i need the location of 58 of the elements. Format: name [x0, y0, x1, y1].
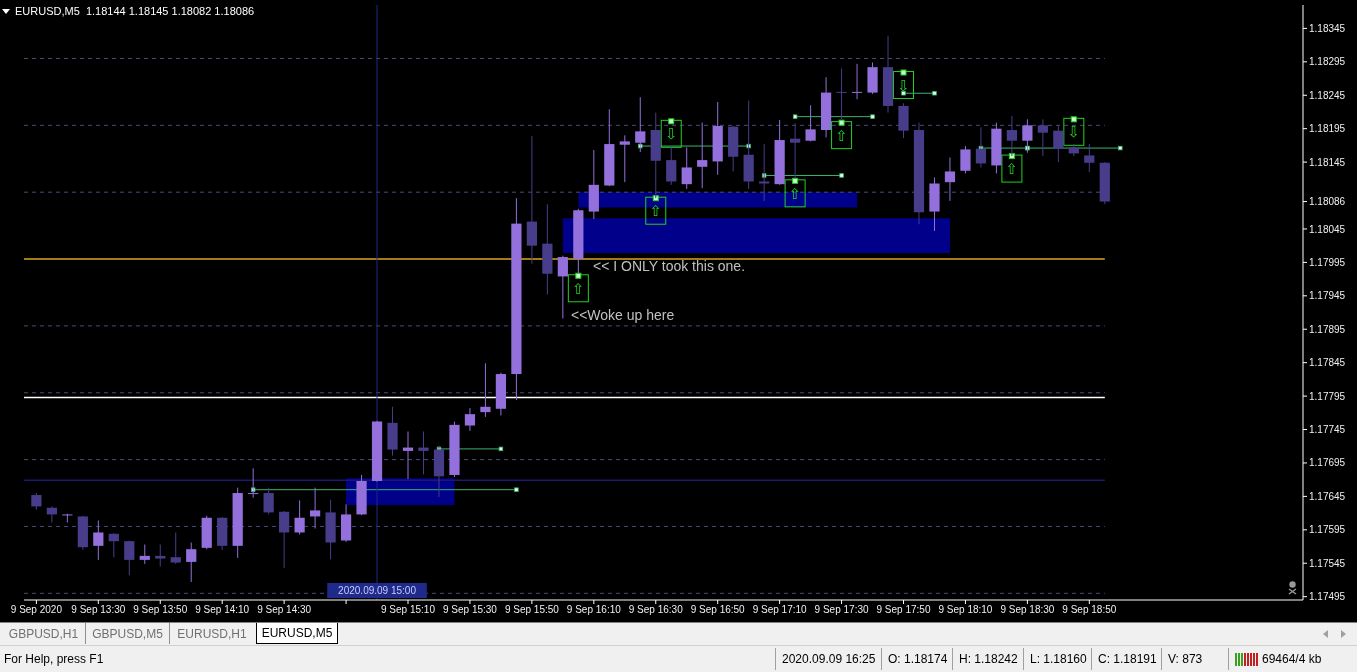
y-tick-label: 1.17945 — [1309, 290, 1346, 302]
y-tick-label: 1.17845 — [1309, 357, 1346, 369]
y-tick-label: 1.17895 — [1309, 323, 1346, 335]
y-tick-label: 1.17795 — [1309, 390, 1346, 402]
text: GBPUSD,H1 — [8, 626, 79, 641]
x-tick-label: 9 Sep 16:50 — [690, 604, 746, 616]
y-tick-label: 1.17745 — [1309, 424, 1346, 436]
x-tick-label: 9 Sep 16:10 — [566, 604, 622, 616]
y-tick-label: 1.18086 — [1309, 196, 1346, 208]
text: 69464/4 kb — [1262, 652, 1322, 666]
y-tick-label: 1.17695 — [1309, 457, 1346, 469]
y-tick-label: 1.17995 — [1309, 256, 1346, 268]
annotation: ⇩ — [897, 76, 910, 95]
x-tick-label: 9 Sep 13:30 — [71, 604, 126, 616]
text: O: 1.18174 — [888, 652, 948, 666]
text: C: 1.18191 — [1098, 652, 1157, 666]
x-tick-label: 9 Sep 18:50 — [1062, 604, 1117, 616]
annotation: ⇧ — [572, 279, 585, 298]
annotation: ⇧ — [1005, 160, 1019, 179]
annotation: << I ONLY took this one. — [593, 258, 746, 275]
y-tick-label: 1.17645 — [1309, 490, 1346, 502]
annotation: ⇩ — [1067, 123, 1081, 142]
x-tick-label: 9 Sep 17:30 — [814, 604, 869, 616]
ref-line-label: 2020.09.09 15:00 — [338, 585, 417, 596]
text: EURUSD,M5 — [261, 626, 333, 640]
x-tick-label: 9 Sep 17:50 — [876, 604, 931, 616]
x-tick-label: 9 Sep 15:30 — [442, 604, 498, 616]
x-tick-label: 9 Sep 15:10 — [381, 604, 436, 616]
x-tick-label: 9 Sep 13:50 — [133, 604, 188, 616]
x-tick-label: 9 Sep 15:50 — [504, 604, 560, 616]
y-tick-label: 1.18245 — [1309, 89, 1346, 101]
annotation: ⇧ — [649, 202, 663, 221]
y-tick-label: 1.18295 — [1309, 56, 1346, 68]
text: V: 873 — [1168, 652, 1203, 666]
x-tick-label: 9 Sep 14:10 — [195, 604, 250, 616]
x-tick-label: 9 Sep 18:30 — [1000, 604, 1055, 616]
text: 2020.09.09 16:25 — [782, 652, 876, 666]
x-tick-label: 9 Sep 14:30 — [257, 604, 312, 616]
x-tick-label: 9 Sep 18:10 — [938, 604, 993, 616]
text: For Help, press F1 — [4, 652, 104, 666]
annotation: ⇩ — [664, 125, 678, 144]
annotation: ⇧ — [835, 126, 848, 145]
y-tick-label: 1.18345 — [1309, 22, 1346, 34]
text: GBPUSD,M5 — [92, 626, 163, 641]
chart-title: EURUSD,M5 1.18144 1.18145 1.18082 1.18086 — [15, 5, 255, 17]
y-tick-label: 1.18145 — [1309, 156, 1346, 168]
text: EURUSD,H1 — [177, 626, 247, 641]
text: H: 1.18242 — [959, 652, 1018, 666]
y-tick-label: 1.18195 — [1309, 123, 1346, 135]
y-tick-label: 1.17495 — [1309, 591, 1346, 603]
y-tick-label: 1.17545 — [1309, 557, 1346, 569]
annotation: <<Woke up here — [571, 307, 675, 324]
text: L: 1.18160 — [1030, 652, 1087, 666]
x-tick-label: 9 Sep 2020 — [10, 604, 63, 616]
y-tick-label: 1.17595 — [1309, 524, 1346, 536]
x-tick-label: 9 Sep 16:30 — [628, 604, 684, 616]
x-tick-label: 9 Sep 17:10 — [752, 604, 808, 616]
y-tick-label: 1.18045 — [1309, 223, 1346, 235]
